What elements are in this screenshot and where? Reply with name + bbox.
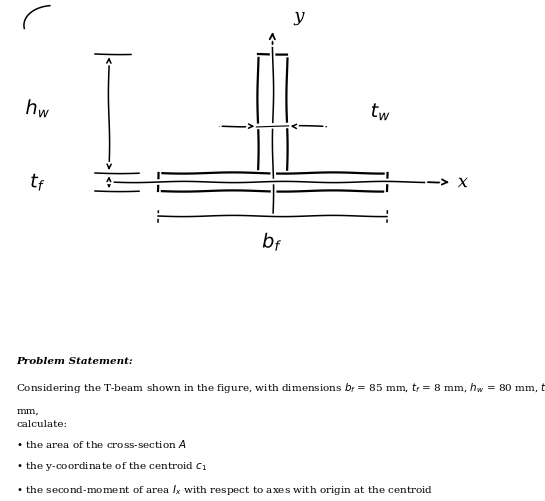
Text: $t_w$: $t_w$ — [371, 101, 391, 122]
Text: • the area of the cross-section $A$: • the area of the cross-section $A$ — [16, 438, 187, 450]
Text: calculate:: calculate: — [16, 420, 68, 429]
Text: $h_w$: $h_w$ — [26, 97, 51, 119]
Text: Considering the T-beam shown in the figure, with dimensions $b_f$ = 85 mm, $t_f$: Considering the T-beam shown in the figu… — [16, 381, 545, 395]
Text: $t_f$: $t_f$ — [30, 171, 46, 193]
Text: mm,: mm, — [16, 406, 39, 415]
Text: Problem Statement:: Problem Statement: — [16, 357, 133, 366]
Text: $b_f$: $b_f$ — [262, 230, 283, 253]
Text: • the y-coordinate of the centroid $c_1$: • the y-coordinate of the centroid $c_1$ — [16, 460, 208, 473]
Text: • the second-moment of area $I_x$ with respect to axes with origin at the centro: • the second-moment of area $I_x$ with r… — [16, 483, 433, 497]
Text: y: y — [294, 7, 305, 25]
Text: x: x — [458, 173, 468, 191]
